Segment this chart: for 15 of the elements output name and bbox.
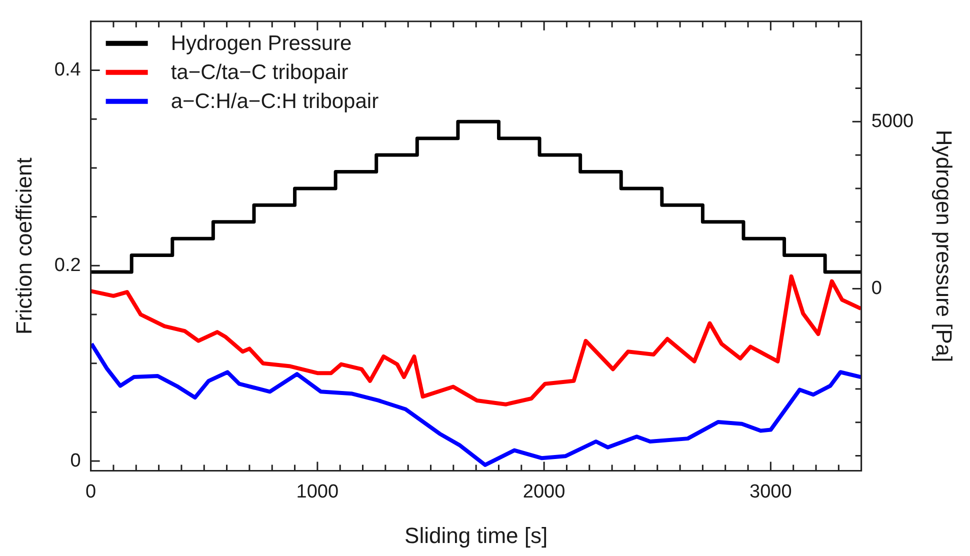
legend-label: Hydrogen Pressure	[170, 32, 352, 56]
x-axis-title: Sliding time [s]	[404, 522, 548, 548]
legend-label: ta−C/ta−C tribopair	[170, 61, 348, 84]
y2-tick-label: 5000	[871, 110, 914, 132]
legend-label: a−C:H/a−C:H tribopair	[170, 90, 379, 114]
y2-axis-title: Hydrogen pressure [Pa]	[932, 130, 957, 362]
x-tick-label: 0	[86, 481, 96, 502]
x-tick-label: 1000	[296, 481, 339, 502]
y-axis-title: Friction coefficient	[11, 158, 36, 335]
x-tick-label: 2000	[522, 481, 566, 502]
y-tick-label: 0.2	[54, 254, 81, 276]
y-tick-label: 0.4	[54, 59, 82, 80]
y2-tick-label: 0	[871, 278, 882, 299]
x-tick-label: 3000	[750, 481, 792, 502]
y-tick-label: 0	[70, 450, 81, 472]
